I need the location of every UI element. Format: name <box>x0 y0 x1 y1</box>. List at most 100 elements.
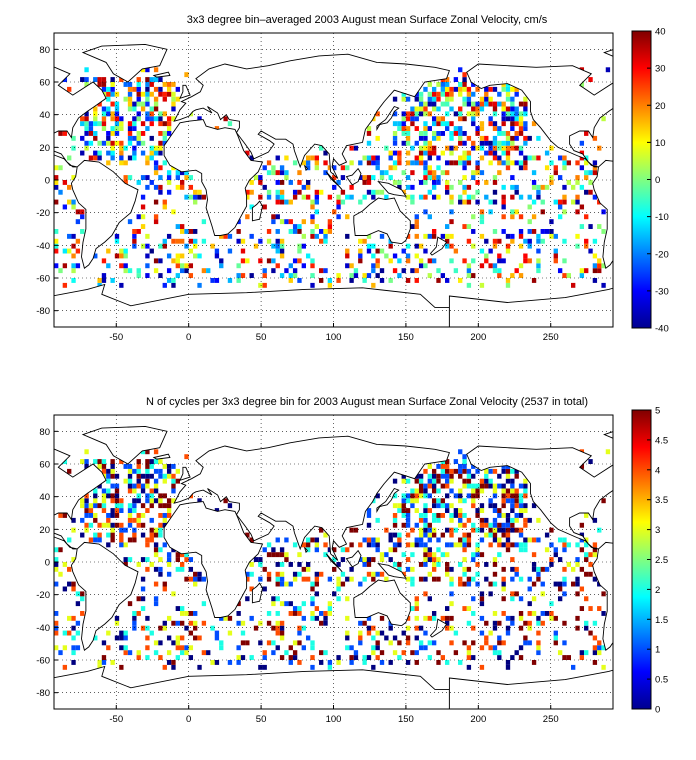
bin-cell <box>458 493 463 499</box>
bin-cell <box>479 591 485 597</box>
bin-cell <box>597 527 602 533</box>
bin-cell <box>488 581 493 587</box>
bin-cell <box>375 273 380 278</box>
bin-cell <box>514 121 519 127</box>
bin-cell <box>505 135 511 141</box>
bin-cell <box>575 615 580 621</box>
bin-cell <box>445 478 450 484</box>
bin-cell <box>510 116 515 122</box>
bin-cell <box>405 478 411 484</box>
bin-cell <box>562 640 567 646</box>
bin-cell <box>423 150 428 156</box>
bin-cell <box>479 140 485 146</box>
bin-cell <box>592 635 598 641</box>
bin-cell <box>162 131 167 136</box>
bin-cell <box>462 542 467 548</box>
coastline-map <box>54 425 613 709</box>
bin-cell <box>410 170 415 176</box>
bin-cell <box>392 150 398 156</box>
bin-cell <box>471 473 476 479</box>
bin-cell <box>575 233 580 239</box>
bin-cell <box>366 562 372 567</box>
bin-cell <box>93 155 98 161</box>
bin-cell <box>119 140 124 146</box>
bin-cell <box>505 106 511 112</box>
bin-cell <box>371 160 376 166</box>
bin-cell <box>601 498 606 504</box>
bin-cell <box>110 493 115 499</box>
bin-cell <box>471 101 476 107</box>
bin-cell <box>492 562 498 567</box>
bin-cell <box>145 160 150 166</box>
bin-cell <box>101 468 107 474</box>
bin-cell <box>345 635 350 641</box>
bin-cell <box>466 478 472 484</box>
bin-cell <box>423 160 428 166</box>
bin-cell <box>449 591 454 597</box>
colorbar-tick-label: 0 <box>655 705 660 716</box>
bin-cell <box>149 630 154 636</box>
bin-cell <box>319 571 324 577</box>
bin-cell <box>397 126 402 131</box>
bin-cell <box>510 522 515 528</box>
bin-cell <box>518 150 524 156</box>
bin-cell <box>279 552 285 558</box>
bin-cell <box>84 459 89 464</box>
bin-cell <box>501 82 506 87</box>
bin-cell <box>279 620 285 626</box>
bin-cell <box>336 660 341 665</box>
bin-cell <box>258 620 263 626</box>
bin-cell <box>497 238 502 244</box>
bin-cell <box>458 542 463 548</box>
bin-cell <box>297 552 302 558</box>
bin-cell <box>431 527 437 533</box>
bin-cell <box>445 503 450 509</box>
colorbar-tick-label: 1.5 <box>655 615 668 626</box>
bin-cell <box>566 160 571 166</box>
bin-cell <box>505 547 511 553</box>
bin-cell <box>193 635 198 641</box>
bin-cell <box>414 278 419 283</box>
bin-cell <box>145 116 150 122</box>
bin-cell <box>492 268 498 274</box>
bin-cell <box>136 483 141 489</box>
bin-cell <box>106 248 111 254</box>
bin-cell <box>175 478 180 484</box>
bin-cell <box>410 581 415 587</box>
bin-cell <box>149 473 154 479</box>
bin-cell <box>453 459 459 464</box>
bin-cell <box>436 121 441 127</box>
bin-cell <box>484 86 489 92</box>
bin-cell <box>179 268 185 274</box>
bin-cell <box>484 532 489 538</box>
bin-cell <box>236 660 241 665</box>
bin-cell <box>479 596 485 602</box>
bin-cell <box>436 498 441 504</box>
bin-cell <box>427 464 432 469</box>
bin-cell <box>397 562 402 567</box>
y-tick-label: -40 <box>36 623 50 634</box>
bin-cell <box>288 273 293 278</box>
bin-cell <box>440 498 446 504</box>
bin-cell <box>479 135 485 141</box>
bin-cell <box>505 82 511 87</box>
bin-cell <box>319 145 324 151</box>
bin-cell <box>171 106 176 112</box>
bin-cell <box>214 248 220 254</box>
bin-cell <box>127 601 133 607</box>
bin-cell <box>392 121 398 127</box>
bin-cell <box>501 229 506 234</box>
bin-cell <box>310 664 315 670</box>
bin-cell <box>145 273 150 278</box>
bin-cell <box>132 615 137 621</box>
bin-cell <box>584 513 589 518</box>
bin-cell <box>431 96 437 102</box>
bin-cell <box>162 664 167 670</box>
bin-cell <box>536 238 541 244</box>
bin-cell <box>106 150 111 156</box>
bin-cell <box>562 537 567 543</box>
bin-cell <box>405 135 411 141</box>
bin-cell <box>132 150 137 156</box>
bin-cell <box>80 229 85 234</box>
bin-cell <box>418 101 424 107</box>
